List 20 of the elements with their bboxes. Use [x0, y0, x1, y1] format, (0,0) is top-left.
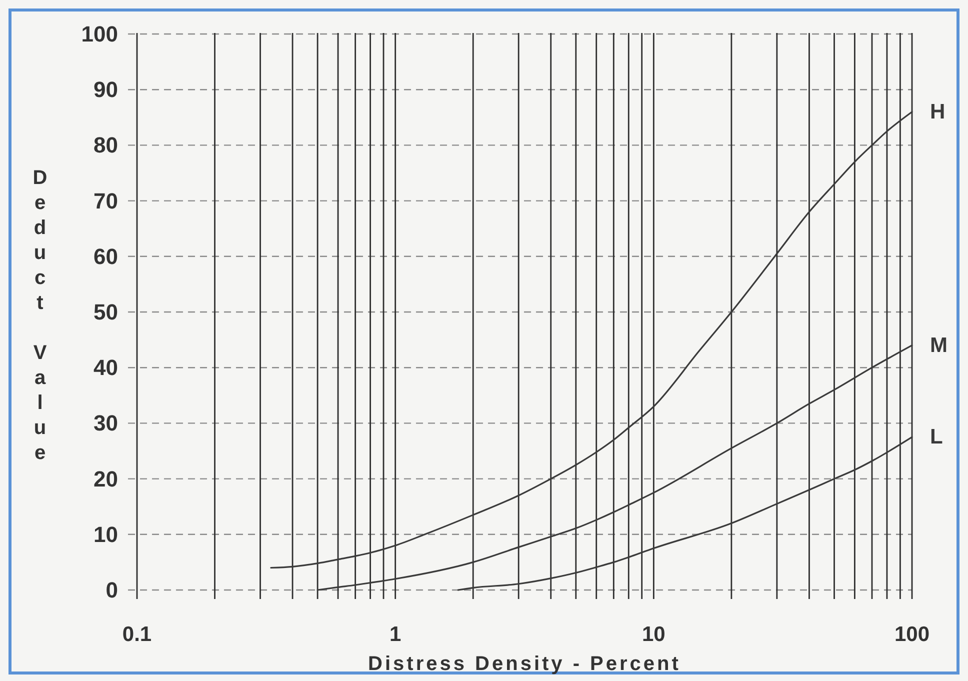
- y-tick-label: 10: [94, 522, 118, 547]
- x-tick-label: 10: [642, 623, 666, 646]
- y-tick-label: 50: [94, 300, 118, 324]
- y-tick-label: 30: [94, 410, 118, 436]
- series-label: H: [930, 100, 946, 124]
- y-tick-label: 60: [94, 244, 118, 269]
- series-label: L: [930, 426, 943, 449]
- y-tick-label: 20: [94, 466, 118, 492]
- text: Deduct Value: [32, 167, 48, 464]
- y-tick-label: 100: [81, 22, 118, 46]
- y-tick-label: 40: [94, 355, 118, 380]
- x-axis-title: Distress Density - Percent: [368, 653, 681, 675]
- y-tick-label: 80: [94, 132, 118, 158]
- y-tick-label: 0: [106, 578, 118, 602]
- y-tick-label: 70: [94, 188, 118, 214]
- x-tick-label: 0.1: [122, 623, 152, 646]
- x-tick-label: 1: [389, 623, 402, 646]
- x-tick-label: 100: [894, 623, 930, 646]
- y-tick-label: 90: [94, 77, 118, 102]
- series-label: M: [930, 334, 948, 357]
